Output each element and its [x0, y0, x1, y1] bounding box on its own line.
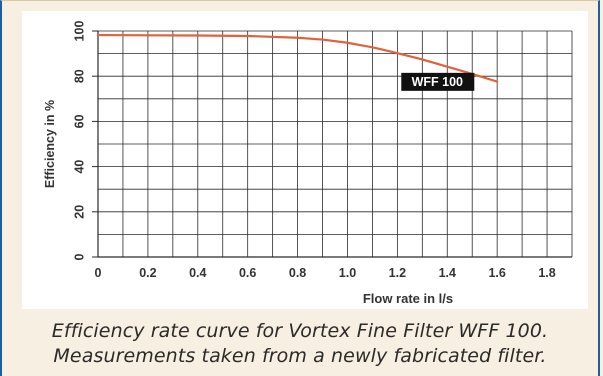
- efficiency-chart: 0 0.2 0.4 0.6 0.8 1.0 1.2 1.4 1.6 1.8 0 20 40 60 80 100…: [43, 21, 573, 306]
- y-tick-label: 20: [72, 205, 86, 219]
- y-axis-title: Efficiency in %: [43, 100, 57, 188]
- caption-line-2: Measurements taken from a newly fabricat…: [53, 345, 547, 367]
- x-tick-label: 0: [95, 266, 102, 280]
- x-tick-label: 0.8: [289, 266, 306, 280]
- x-tick-label: 0.2: [139, 266, 156, 280]
- data-point: [296, 36, 299, 39]
- series-label-wff100: WFF 100: [401, 72, 475, 91]
- caption-line-1: Efficiency rate curve for Vortex Fine Fi…: [51, 320, 549, 342]
- data-point: [446, 65, 449, 68]
- x-tick-label: 1.8: [538, 266, 555, 280]
- data-point: [346, 41, 349, 44]
- series-label-text: WFF 100: [412, 75, 463, 89]
- x-axis-title: Flow rate in l/s: [363, 291, 453, 306]
- x-tick-label: 1.6: [488, 266, 505, 280]
- chart-card: 0 0.2 0.4 0.6 0.8 1.0 1.2 1.4 1.6 1.8 0 20 40 60 80 100…: [22, 11, 588, 309]
- y-tick-label: 0: [72, 253, 86, 260]
- x-tick-label: 1.4: [439, 266, 456, 280]
- series-layer: [96, 33, 499, 83]
- axis-layer: 0 0.2 0.4 0.6 0.8 1.0 1.2 1.4 1.6 1.8 0 20 40 60 80 100…: [43, 21, 556, 306]
- y-tick-label: 60: [72, 114, 86, 128]
- y-tick-label: 40: [72, 160, 86, 174]
- x-tick-label: 1.2: [389, 266, 406, 280]
- data-point: [371, 46, 374, 49]
- label-layer: WFF 100: [401, 72, 475, 91]
- x-tick-label: 0.6: [239, 266, 256, 280]
- data-point: [146, 34, 149, 37]
- x-tick-label: 0.4: [189, 266, 206, 280]
- grid-layer: [97, 30, 573, 258]
- data-point: [321, 38, 324, 41]
- series-label-box: [401, 72, 475, 91]
- y-tick-label: 100: [72, 21, 86, 42]
- data-point: [396, 52, 399, 55]
- data-point: [97, 34, 99, 36]
- data-point: [421, 58, 424, 61]
- y-tick-label: 80: [72, 69, 86, 83]
- x-tick-label: 1.0: [339, 266, 356, 280]
- data-point: [246, 35, 249, 37]
- data-point: [196, 34, 199, 37]
- data-point: [496, 80, 499, 83]
